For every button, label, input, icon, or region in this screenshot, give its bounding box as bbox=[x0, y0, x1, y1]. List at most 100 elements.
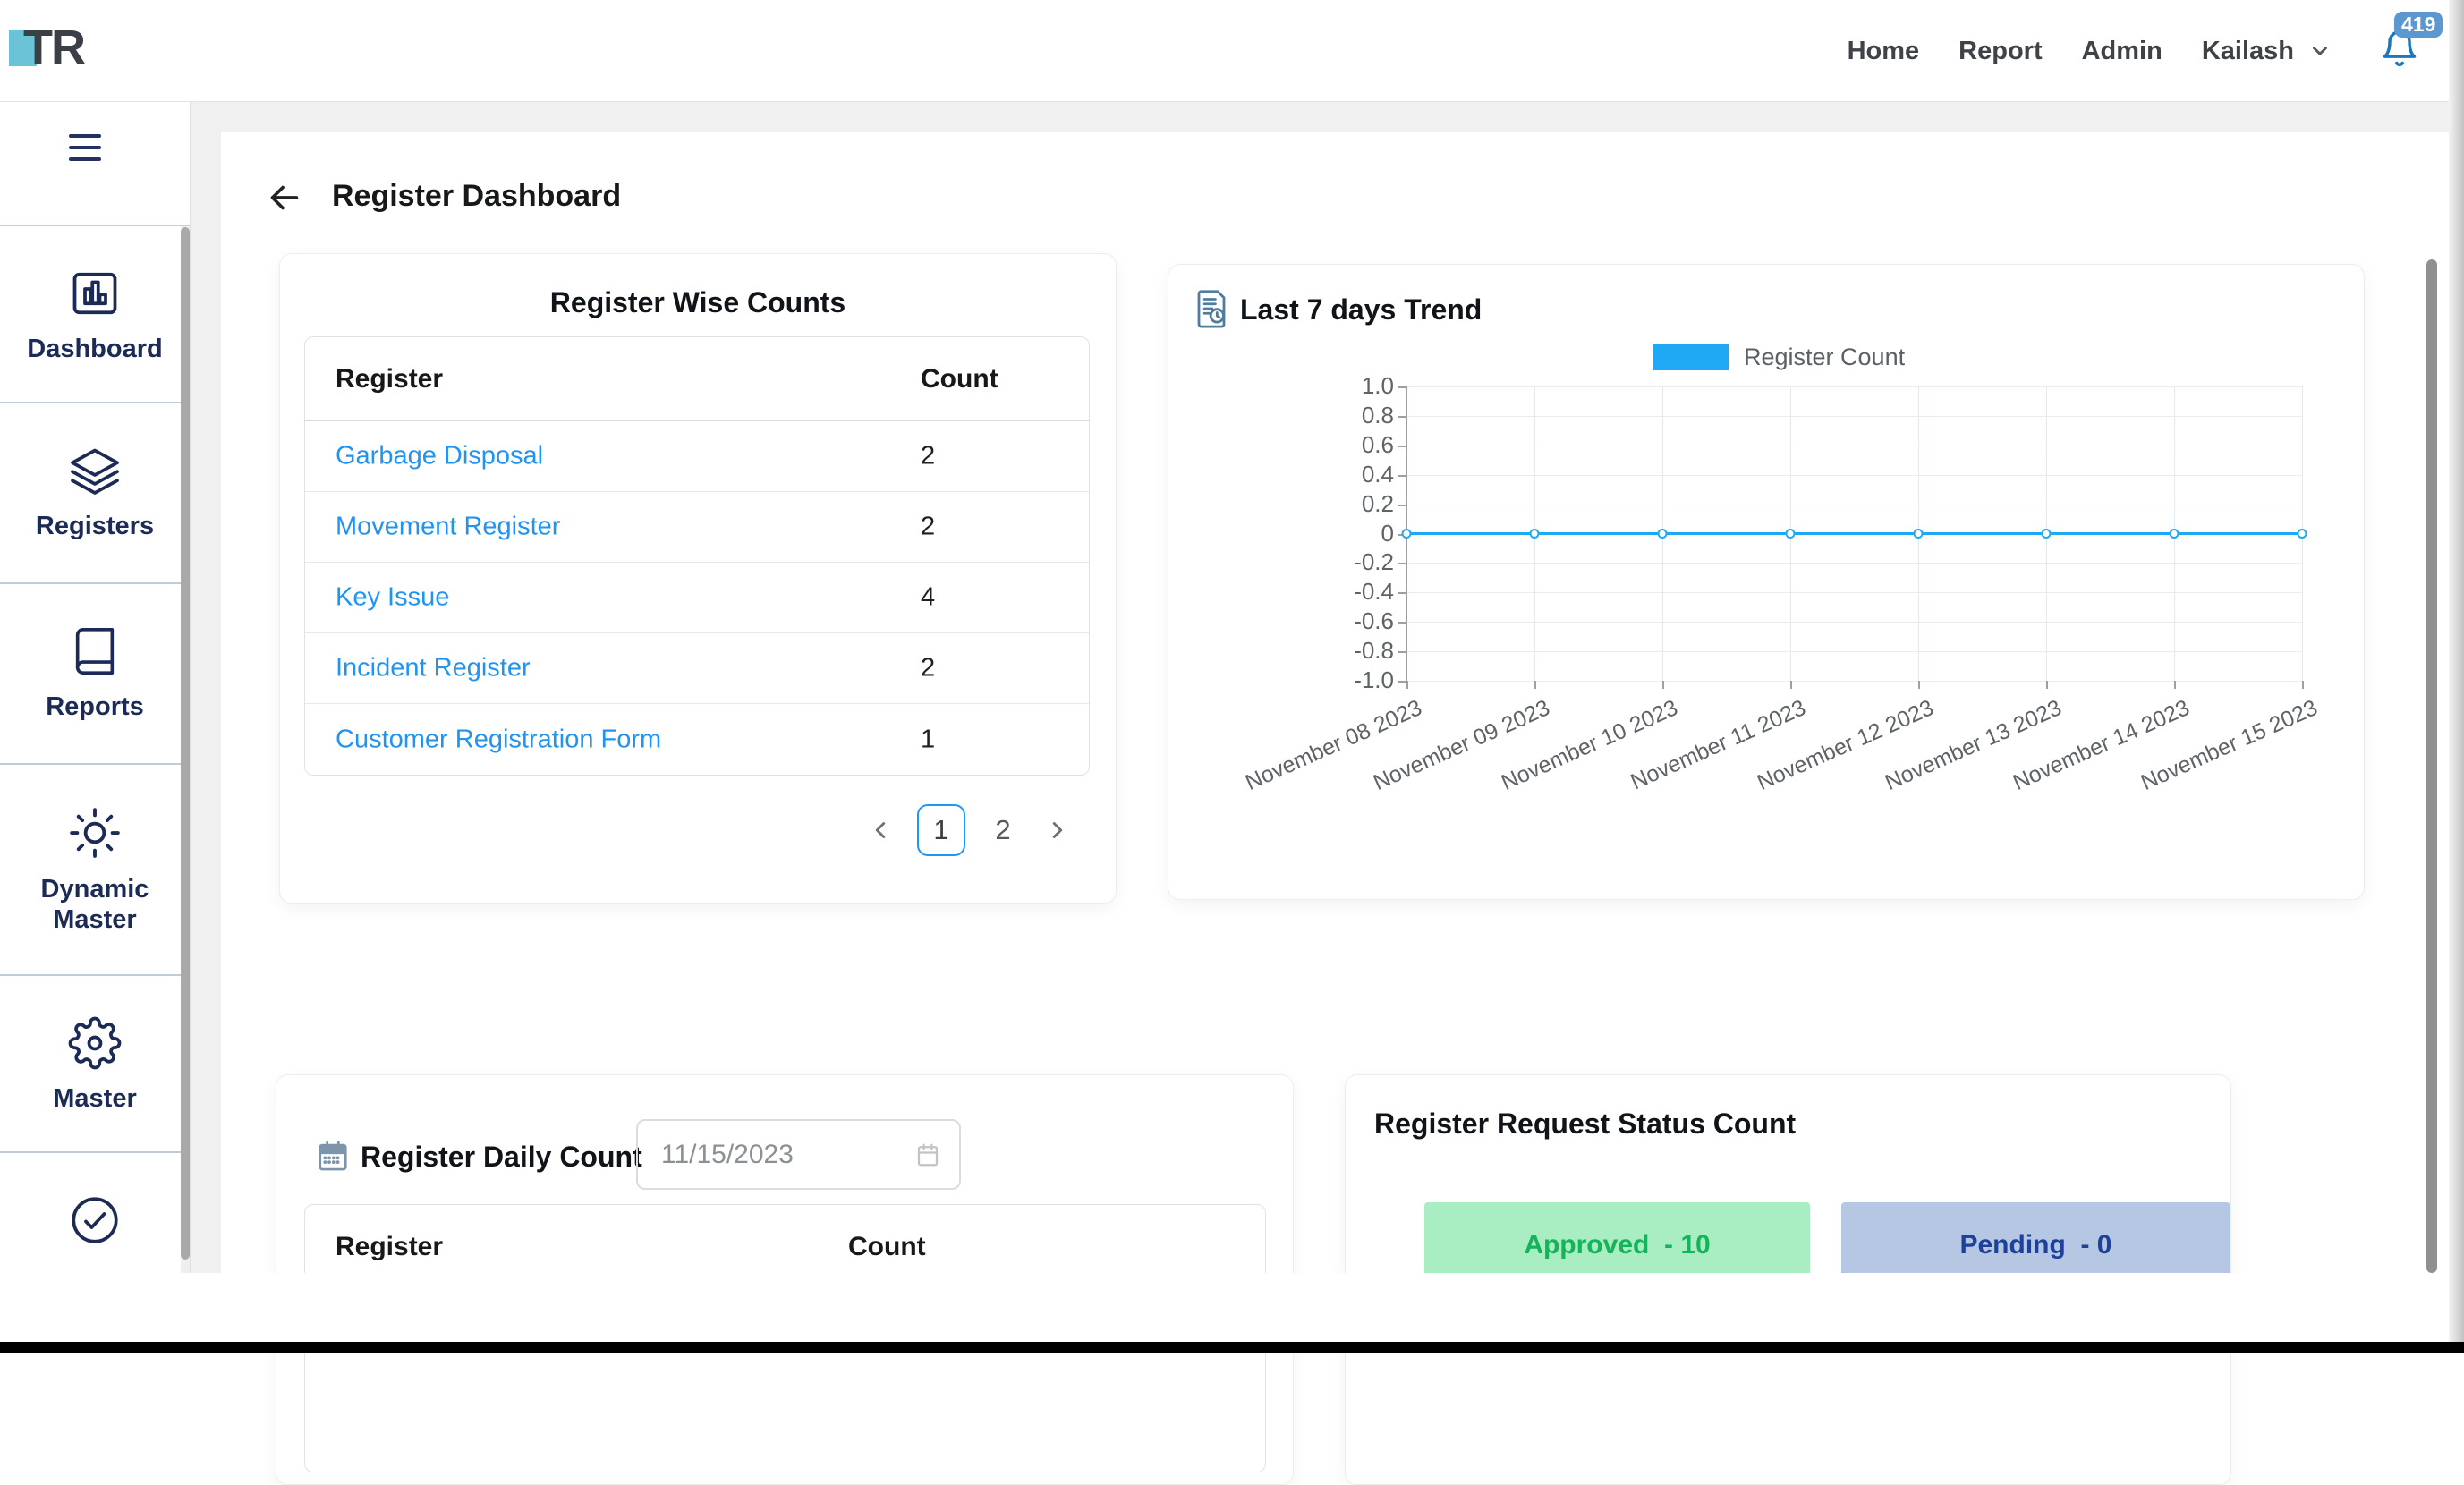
data-point-marker bbox=[2297, 529, 2307, 539]
y-axis-label: -0.8 bbox=[1354, 637, 1394, 665]
register-count: 2 bbox=[921, 441, 936, 471]
table-header: Register Count bbox=[305, 337, 1089, 421]
x-axis-label: November 12 2023 bbox=[1753, 695, 1938, 796]
table-row: Customer Registration Form 1 bbox=[305, 704, 1089, 775]
y-axis-label: 0.4 bbox=[1361, 460, 1394, 488]
top-navbar: TR Home Report Admin Kailash 419 bbox=[0, 0, 2464, 102]
notification-badge: 419 bbox=[2394, 12, 2443, 38]
gear-icon bbox=[68, 1016, 122, 1070]
user-menu[interactable]: Kailash bbox=[2202, 37, 2332, 66]
data-point-marker bbox=[2169, 529, 2179, 539]
y-axis-tick bbox=[1398, 651, 1406, 654]
x-axis-label: November 15 2023 bbox=[2137, 695, 2322, 796]
chevron-right-icon bbox=[1044, 817, 1071, 844]
trend-card: Last 7 days Trend Register Count 1.0 0.8 0… bbox=[1168, 264, 2365, 900]
screen-bottom-bar bbox=[0, 1342, 2464, 1353]
chevron-left-icon bbox=[867, 817, 894, 844]
x-axis-tick bbox=[2174, 681, 2176, 689]
gridline bbox=[1406, 415, 2302, 417]
window-right-edge bbox=[2449, 0, 2464, 1342]
sidebar-divider bbox=[0, 225, 190, 226]
logo-square bbox=[9, 30, 37, 66]
y-axis-tick bbox=[1398, 622, 1406, 624]
bar-chart-icon bbox=[67, 267, 123, 320]
page-button-2[interactable]: 2 bbox=[985, 804, 1021, 856]
y-axis-tick bbox=[1398, 445, 1406, 447]
app-logo[interactable]: TR bbox=[7, 18, 115, 89]
x-axis-label: November 09 2023 bbox=[1369, 695, 1554, 796]
register-count: 4 bbox=[921, 582, 936, 612]
trend-line bbox=[1401, 386, 2307, 681]
data-point-marker bbox=[1401, 529, 1412, 539]
date-picker bbox=[636, 1119, 961, 1190]
sidebar-item-dashboard[interactable]: Dashboard bbox=[0, 226, 190, 403]
y-axis-label: 0.6 bbox=[1361, 430, 1394, 458]
x-axis-tick bbox=[2046, 681, 2048, 689]
y-axis-label: -1.0 bbox=[1354, 666, 1394, 693]
sun-icon bbox=[66, 805, 123, 861]
x-axis-tick bbox=[2302, 681, 2304, 689]
menu-toggle-button[interactable] bbox=[69, 134, 101, 161]
sidebar-item-dynamic-master[interactable]: Dynamic Master bbox=[0, 765, 190, 976]
card-title: Register Request Status Count bbox=[1374, 1107, 1797, 1140]
y-axis-label: -0.2 bbox=[1354, 548, 1394, 576]
sidebar-item-master[interactable]: Master bbox=[0, 976, 190, 1153]
sidebar-item-registers[interactable]: Registers bbox=[0, 403, 190, 584]
register-link[interactable]: Key Issue bbox=[336, 582, 450, 612]
register-link[interactable]: Incident Register bbox=[336, 653, 531, 683]
book-icon bbox=[69, 624, 121, 678]
sidebar-item-label: Dynamic Master bbox=[40, 875, 149, 935]
data-point-marker bbox=[1657, 529, 1668, 539]
date-input[interactable] bbox=[638, 1121, 959, 1188]
trend-line-chart: 1.0 0.8 0.6 0.4 0.2 0 -0.2 -0.4 -0.6 -0.8 -1.0 Nove… bbox=[1168, 265, 2364, 899]
nav-link-report[interactable]: Report bbox=[1958, 36, 2043, 65]
y-axis-tick bbox=[1398, 504, 1406, 506]
sidebar-scrollbar[interactable] bbox=[181, 227, 190, 1260]
chevron-down-icon bbox=[2308, 39, 2332, 63]
user-menu-label: Kailash bbox=[2201, 36, 2294, 65]
data-point-marker bbox=[2041, 529, 2052, 539]
y-axis-label: 0.8 bbox=[1361, 401, 1394, 429]
main-panel: Register Dashboard Register Wise Counts … bbox=[221, 132, 2464, 1485]
sidebar-item-reports[interactable]: Reports bbox=[0, 584, 190, 765]
y-axis-label: 1.0 bbox=[1361, 372, 1394, 399]
x-axis-label: November 10 2023 bbox=[1497, 695, 1682, 796]
nav-link-admin[interactable]: Admin bbox=[2081, 36, 2162, 65]
report-document-icon bbox=[1193, 288, 1230, 329]
table-row: Movement Register 2 bbox=[305, 492, 1089, 563]
layers-icon bbox=[67, 444, 123, 497]
gridline bbox=[1406, 563, 2302, 564]
column-header-register: Register bbox=[336, 363, 444, 394]
data-point-marker bbox=[1785, 529, 1796, 539]
page-button-1[interactable]: 1 bbox=[917, 804, 965, 856]
data-point-marker bbox=[1529, 529, 1540, 539]
main-scrollbar[interactable] bbox=[2426, 259, 2437, 1273]
table-row: Garbage Disposal 2 bbox=[305, 421, 1089, 492]
register-count: 1 bbox=[921, 725, 936, 753]
top-nav: Home Report Admin Kailash 419 bbox=[1848, 0, 2448, 102]
column-header-count: Count bbox=[848, 1231, 926, 1261]
nav-link-home[interactable]: Home bbox=[1847, 36, 1920, 65]
page-next-button[interactable] bbox=[1044, 817, 1071, 844]
y-axis-tick bbox=[1398, 474, 1406, 477]
sidebar: Dashboard Registers Reports Dynamic Master Ma… bbox=[0, 102, 191, 1353]
column-header-register: Register bbox=[336, 1231, 444, 1261]
x-axis-tick bbox=[1406, 681, 1408, 689]
gridline bbox=[1406, 681, 2302, 682]
y-axis-tick bbox=[1398, 563, 1406, 565]
page-prev-button[interactable] bbox=[867, 817, 894, 844]
table-row: Key Issue 4 bbox=[305, 563, 1089, 633]
register-link[interactable]: Garbage Disposal bbox=[336, 441, 544, 471]
register-link[interactable]: Movement Register bbox=[336, 512, 561, 541]
logo-text: TR bbox=[23, 21, 86, 74]
back-button[interactable] bbox=[264, 175, 309, 220]
y-axis-tick bbox=[1398, 415, 1406, 418]
register-wise-table: Register Count Garbage Disposal 2 Movement… bbox=[304, 336, 1090, 776]
register-link[interactable]: Customer Registration Form bbox=[336, 725, 662, 753]
data-point-marker bbox=[1913, 529, 1924, 539]
page-title: Register Dashboard bbox=[332, 179, 622, 213]
x-axis-label: November 08 2023 bbox=[1241, 695, 1426, 796]
chart-legend[interactable]: Register Count bbox=[1653, 344, 1905, 371]
y-axis-tick bbox=[1398, 592, 1406, 595]
y-axis-label: -0.6 bbox=[1354, 607, 1394, 635]
